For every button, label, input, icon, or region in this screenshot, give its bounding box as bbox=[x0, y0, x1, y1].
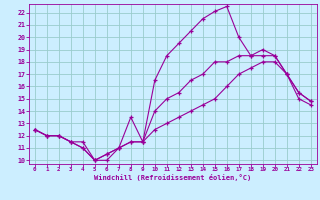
X-axis label: Windchill (Refroidissement éolien,°C): Windchill (Refroidissement éolien,°C) bbox=[94, 174, 252, 181]
